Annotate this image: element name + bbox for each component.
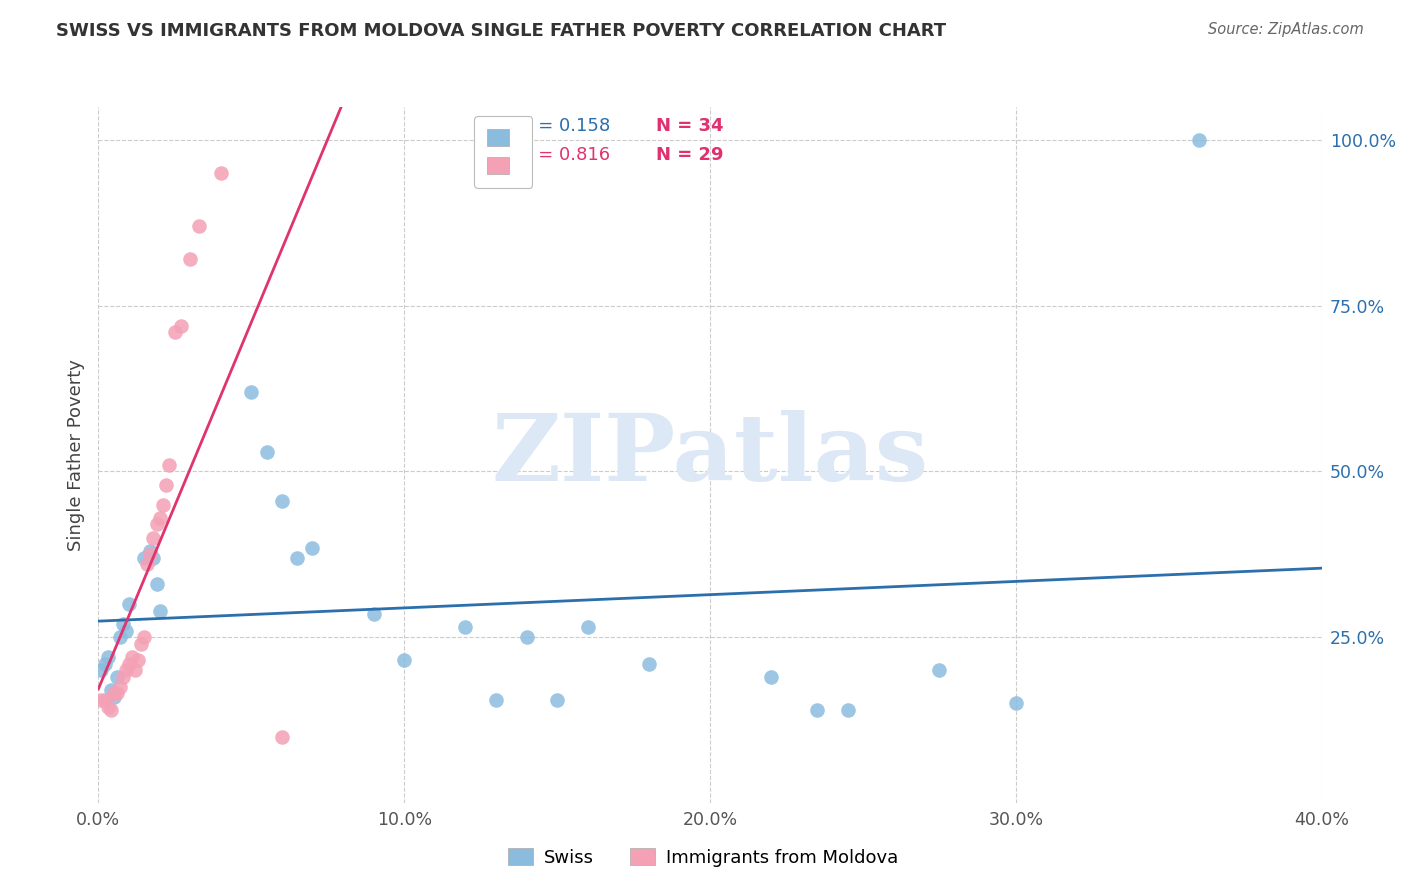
- Point: [485, 693, 508, 707]
- Point: [100, 683, 122, 698]
- Text: N = 29: N = 29: [657, 146, 724, 164]
- Point: [576, 620, 599, 634]
- Point: [152, 498, 174, 512]
- Text: R = 0.158: R = 0.158: [520, 118, 610, 136]
- Text: Source: ZipAtlas.com: Source: ZipAtlas.com: [1208, 22, 1364, 37]
- Y-axis label: Single Father Poverty: Single Father Poverty: [66, 359, 84, 551]
- Point: [270, 494, 292, 508]
- Point: [121, 650, 143, 665]
- Point: [637, 657, 661, 671]
- Text: SWISS VS IMMIGRANTS FROM MOLDOVA SINGLE FATHER POVERTY CORRELATION CHART: SWISS VS IMMIGRANTS FROM MOLDOVA SINGLE …: [56, 22, 946, 40]
- Point: [103, 690, 125, 704]
- Point: [105, 686, 128, 700]
- Point: [285, 550, 308, 565]
- Point: [1188, 133, 1211, 147]
- Point: [139, 544, 162, 558]
- Point: [256, 444, 278, 458]
- Point: [108, 680, 131, 694]
- Point: [90, 693, 112, 707]
- Point: [134, 630, 156, 644]
- Point: [118, 657, 141, 671]
- Legend: Swiss, Immigrants from Moldova: Swiss, Immigrants from Moldova: [501, 841, 905, 874]
- Point: [103, 686, 125, 700]
- Point: [93, 657, 115, 671]
- Point: [115, 624, 138, 638]
- Point: [163, 326, 186, 340]
- Point: [111, 616, 134, 631]
- Point: [928, 663, 950, 677]
- Point: [149, 511, 172, 525]
- Point: [270, 730, 292, 744]
- Point: [546, 693, 568, 707]
- Point: [90, 663, 112, 677]
- Point: [142, 550, 165, 565]
- Point: [105, 670, 128, 684]
- Point: [392, 653, 416, 667]
- Point: [145, 577, 167, 591]
- Point: [124, 663, 146, 677]
- Point: [179, 252, 201, 267]
- Point: [1004, 697, 1026, 711]
- Point: [157, 458, 180, 472]
- Point: [363, 607, 385, 621]
- Point: [127, 653, 149, 667]
- Point: [806, 703, 828, 717]
- Point: [149, 604, 172, 618]
- Point: [97, 650, 120, 665]
- Point: [93, 693, 115, 707]
- Text: ZIPatlas: ZIPatlas: [492, 410, 928, 500]
- Point: [139, 547, 162, 561]
- Point: [100, 703, 122, 717]
- Point: [111, 670, 134, 684]
- Point: [188, 219, 211, 234]
- Point: [516, 630, 538, 644]
- Text: N = 34: N = 34: [657, 118, 724, 136]
- Point: [145, 517, 167, 532]
- Point: [454, 620, 477, 634]
- Point: [118, 597, 141, 611]
- Point: [170, 318, 193, 333]
- Point: [759, 670, 782, 684]
- Point: [129, 637, 152, 651]
- Text: R = 0.816: R = 0.816: [520, 146, 610, 164]
- Point: [136, 558, 159, 572]
- Point: [240, 384, 263, 399]
- Point: [837, 703, 859, 717]
- Point: [155, 477, 177, 491]
- Point: [142, 531, 165, 545]
- Point: [97, 699, 120, 714]
- Point: [134, 550, 156, 565]
- Point: [108, 630, 131, 644]
- Point: [115, 663, 138, 677]
- Point: [301, 541, 323, 555]
- Point: [209, 166, 232, 180]
- Legend: , : ,: [474, 116, 533, 188]
